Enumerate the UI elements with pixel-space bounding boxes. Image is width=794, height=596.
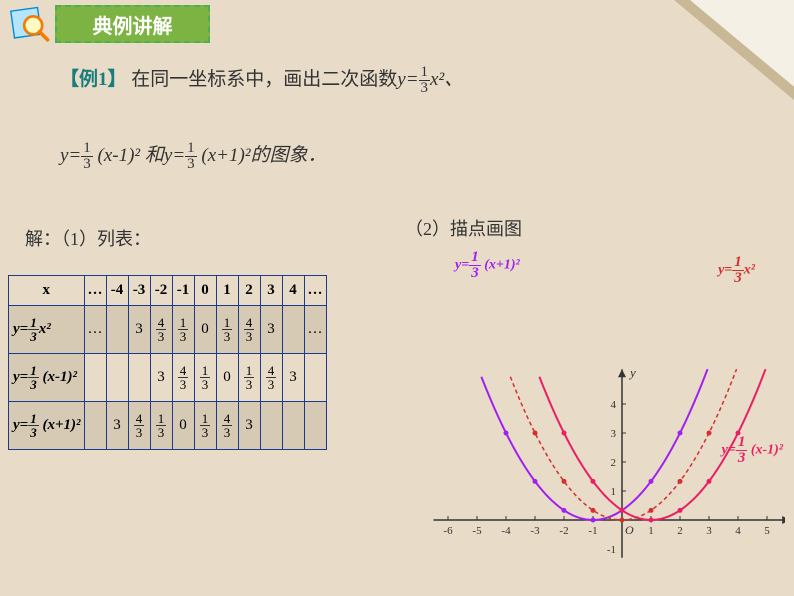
data-cell: … (84, 306, 106, 354)
data-cell: 13 (194, 402, 216, 450)
data-cell (282, 402, 304, 450)
data-cell: 43 (150, 306, 172, 354)
data-cell: 3 (282, 354, 304, 402)
svg-text:1: 1 (611, 486, 617, 498)
svg-text:3: 3 (611, 428, 617, 440)
magnifier-icon (8, 2, 53, 47)
x-value-cell: -2 (150, 276, 172, 306)
data-cell (128, 354, 150, 402)
data-cell: 3 (106, 402, 128, 450)
x-value-cell: 0 (194, 276, 216, 306)
data-cell (260, 402, 282, 450)
header-banner: 典例讲解 (55, 5, 210, 43)
data-cell (282, 306, 304, 354)
x-value-cell: … (84, 276, 106, 306)
parabola-chart: xyO-6-5-4-3-2-1123451234-1 (415, 245, 785, 585)
svg-text:2: 2 (611, 457, 617, 469)
svg-text:-3: -3 (530, 525, 540, 537)
svg-text:2: 2 (677, 525, 683, 537)
table-row: y=13 (x+1)²34313013433 (9, 402, 327, 450)
data-cell (106, 306, 128, 354)
data-table: x …-4-3-2-101234… y=13x²…34313013433…y=1… (8, 275, 327, 450)
svg-text:4: 4 (735, 525, 741, 537)
eq2-mid: (x-1)² 和 (93, 145, 164, 166)
header-x: x (9, 276, 85, 306)
svg-text:-1: -1 (607, 544, 616, 556)
eq2-frac: 13 (81, 141, 93, 172)
svg-text:-1: -1 (588, 525, 597, 537)
svg-text:-5: -5 (472, 525, 482, 537)
row-header: y=13 (x-1)² (9, 354, 85, 402)
data-cell: 43 (216, 402, 238, 450)
curve-label-magenta: y=13 (x-1)² (722, 435, 783, 466)
eq1-frac: 13 (419, 65, 431, 96)
solution-step1: 解：（1）列表： (25, 225, 151, 251)
x-value-cell: 1 (216, 276, 238, 306)
example-label: 【例1】 (60, 69, 127, 90)
data-cell: 3 (150, 354, 172, 402)
table-row: y=13x²…34313013433… (9, 306, 327, 354)
problem-line2: y=13 (x-1)² 和y=13 (x+1)²的图象． (60, 140, 327, 172)
x-value-cell: 3 (260, 276, 282, 306)
svg-text:O: O (625, 523, 634, 537)
table-row: y=13 (x-1)²34313013433 (9, 354, 327, 402)
svg-text:-2: -2 (559, 525, 568, 537)
svg-text:5: 5 (764, 525, 770, 537)
row-header: y=13 (x+1)² (9, 402, 85, 450)
page-curl (674, 0, 794, 100)
x-value-cell: 2 (238, 276, 260, 306)
eq1-post: x²、 (430, 69, 463, 90)
x-value-cell: -3 (128, 276, 150, 306)
svg-text:y: y (628, 365, 636, 380)
data-cell: 3 (238, 402, 260, 450)
svg-text:4: 4 (611, 399, 617, 411)
x-value-cell: 4 (282, 276, 304, 306)
x-value-cell: -4 (106, 276, 128, 306)
eq1-pre: y= (397, 69, 418, 90)
problem-line1: 【例1】 在同一坐标系中，画出二次函数y=13x²、 (60, 65, 463, 96)
header-title: 典例讲解 (93, 10, 173, 39)
data-cell: 3 (260, 306, 282, 354)
data-cell (84, 354, 106, 402)
curve-label-purple: y=13 (x+1)² (455, 250, 520, 281)
eq3-pre: y= (164, 145, 185, 166)
data-cell: 13 (238, 354, 260, 402)
eq2-pre: y= (60, 145, 81, 166)
data-cell: 0 (216, 354, 238, 402)
data-cell: … (304, 306, 326, 354)
data-cell: 43 (238, 306, 260, 354)
svg-text:-6: -6 (443, 525, 453, 537)
eq3-frac: 13 (185, 141, 197, 172)
svg-text:3: 3 (706, 525, 712, 537)
data-cell: 3 (128, 306, 150, 354)
x-value-cell: … (304, 276, 326, 306)
data-cell (106, 354, 128, 402)
data-cell: 13 (194, 354, 216, 402)
data-cell: 43 (172, 354, 194, 402)
data-cell: 0 (172, 402, 194, 450)
problem-text1: 在同一坐标系中，画出二次函数 (131, 69, 397, 90)
solution-step2: （2）描点画图 (405, 215, 522, 241)
curve-label-red: y=13x² (718, 255, 755, 286)
data-cell: 0 (194, 306, 216, 354)
data-cell (84, 402, 106, 450)
data-cell: 13 (150, 402, 172, 450)
data-cell: 43 (260, 354, 282, 402)
svg-text:-4: -4 (501, 525, 511, 537)
graph-area: xyO-6-5-4-3-2-1123451234-1 y=13 (x+1)² y… (415, 245, 785, 585)
data-cell: 43 (128, 402, 150, 450)
data-cell: 13 (172, 306, 194, 354)
data-cell (304, 354, 326, 402)
row-header: y=13x² (9, 306, 85, 354)
data-cell (304, 402, 326, 450)
eq3-post: (x+1)²的图象． (197, 145, 327, 166)
svg-text:1: 1 (648, 525, 654, 537)
data-cell: 13 (216, 306, 238, 354)
x-value-cell: -1 (172, 276, 194, 306)
table-header-row: x …-4-3-2-101234… (9, 276, 327, 306)
